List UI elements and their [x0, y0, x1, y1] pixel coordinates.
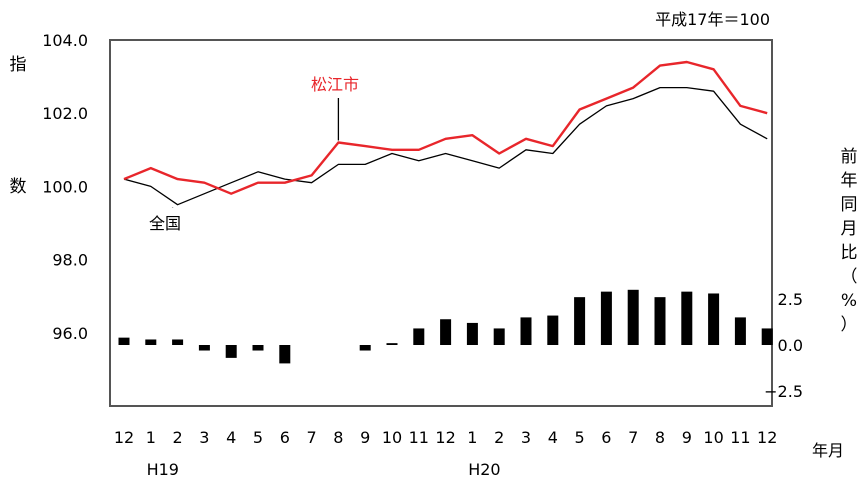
- series-line-national: [123, 86, 768, 206]
- x-tick-label: 7: [628, 428, 638, 447]
- x-tick-label: 10: [703, 428, 723, 447]
- series-line-matsue: [123, 60, 768, 195]
- series-label: 全国: [149, 214, 181, 233]
- y2-tick-label: 0.0: [778, 336, 803, 355]
- y2-axis-label: 前年同月比（%）: [841, 147, 858, 335]
- bar: [252, 345, 264, 351]
- base-note: 平成17年＝100: [655, 10, 770, 29]
- x-tick-label: 8: [333, 428, 343, 447]
- x-tick-label: 5: [575, 428, 585, 447]
- x-tick-label: 3: [199, 428, 209, 447]
- x-axis-label: 年月: [812, 441, 844, 460]
- y2-tick-label: −2.5: [764, 382, 803, 401]
- year-label: H20: [468, 460, 500, 479]
- y-tick-label: 100.0: [42, 177, 88, 196]
- x-tick-label: 9: [360, 428, 370, 447]
- bar: [708, 293, 720, 345]
- bar: [761, 328, 773, 345]
- x-tick-label: 3: [521, 428, 531, 447]
- x-tick-label: 2: [494, 428, 504, 447]
- x-tick-label: 1: [467, 428, 477, 447]
- bar: [145, 339, 157, 345]
- bar: [493, 328, 505, 345]
- x-tick-label: 1: [146, 428, 156, 447]
- y2-tick-label: 2.5: [778, 290, 803, 309]
- y-axis-label: 指数: [10, 55, 27, 197]
- bar: [279, 345, 291, 364]
- x-tick-label: 11: [409, 428, 429, 447]
- bar: [681, 291, 693, 345]
- x-tick-label: 12: [757, 428, 777, 447]
- bar: [466, 322, 478, 345]
- bar: [627, 289, 639, 345]
- bar: [386, 343, 398, 345]
- y-tick-label: 104.0: [42, 31, 88, 50]
- x-tick-label: 9: [682, 428, 692, 447]
- x-tick-label: 2: [173, 428, 183, 447]
- y-tick-label: 102.0: [42, 104, 88, 123]
- x-tick-label: 11: [730, 428, 750, 447]
- bar: [520, 317, 532, 345]
- x-tick-label: 4: [226, 428, 236, 447]
- year-label: H19: [147, 460, 179, 479]
- bar: [574, 297, 586, 345]
- x-tick-label: 12: [435, 428, 455, 447]
- bar: [172, 339, 184, 345]
- bar: [654, 297, 666, 345]
- bar: [413, 328, 425, 345]
- x-tick-label: 4: [548, 428, 558, 447]
- x-tick-label: 10: [382, 428, 402, 447]
- bar: [198, 345, 210, 351]
- x-tick-label: 7: [307, 428, 317, 447]
- bar: [118, 337, 130, 345]
- series-label: 松江市: [311, 75, 359, 94]
- x-tick-label: 5: [253, 428, 263, 447]
- bar: [359, 345, 371, 351]
- x-tick-label: 12: [114, 428, 134, 447]
- x-tick-label: 6: [280, 428, 290, 447]
- x-tick-label: 6: [601, 428, 611, 447]
- bar: [547, 315, 559, 345]
- bar: [440, 319, 452, 345]
- x-tick-label: 8: [655, 428, 665, 447]
- y-tick-label: 96.0: [52, 324, 88, 343]
- y-tick-label: 98.0: [52, 251, 88, 270]
- bar: [225, 345, 237, 358]
- bar: [734, 317, 746, 345]
- plot-frame: [109, 39, 773, 407]
- bar: [600, 291, 612, 345]
